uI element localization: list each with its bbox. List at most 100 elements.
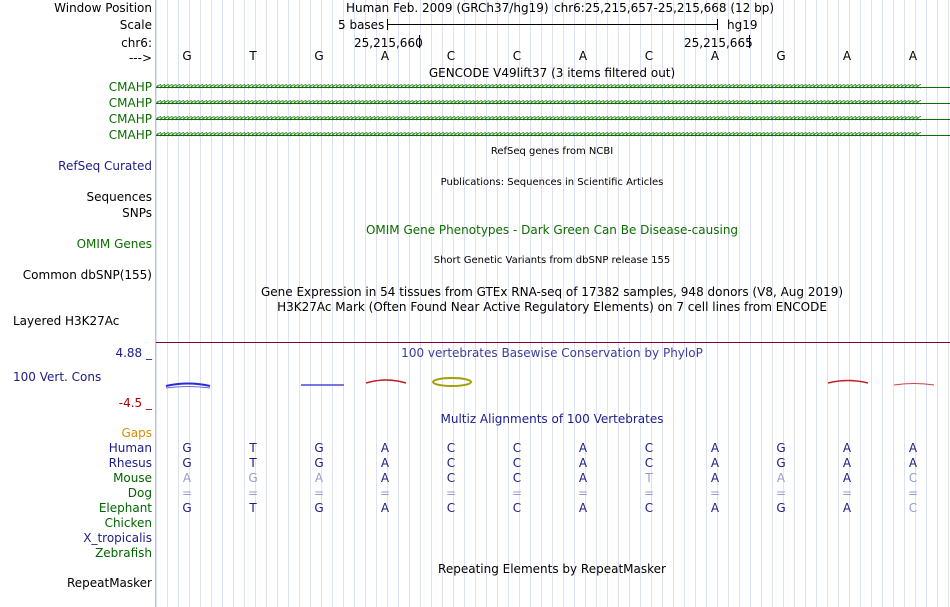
guideline bbox=[255, 0, 256, 607]
guideline bbox=[354, 0, 355, 607]
label-window-position: Window Position bbox=[54, 1, 152, 15]
guideline bbox=[519, 0, 520, 607]
label-h3k27ac[interactable]: Layered H3K27Ac bbox=[13, 314, 120, 328]
guideline bbox=[508, 0, 509, 607]
rhesus-base: A bbox=[842, 456, 852, 470]
genome-browser-track-image[interactable]: Human Feb. 2009 (GRCh37/hg19) chr6:25,21… bbox=[156, 0, 950, 607]
label-gaps: Gaps bbox=[121, 426, 152, 440]
guideline bbox=[728, 0, 729, 607]
label-chrom: chr6: bbox=[121, 36, 152, 50]
guideline bbox=[431, 0, 432, 607]
guideline bbox=[629, 0, 630, 607]
guideline bbox=[266, 0, 267, 607]
sequence-base: G bbox=[776, 49, 786, 63]
phylop-max-value: 4.88 _ bbox=[115, 346, 152, 360]
h3k27ac-title: H3K27Ac Mark (Often Found Near Active Re… bbox=[277, 300, 827, 314]
cmahp-gene-4[interactable]: <<<<<<<<<<<<<<<<<<<<<<<<<<<<<<<<<<<<<<<<… bbox=[156, 131, 950, 140]
human-base: A bbox=[710, 441, 720, 455]
cmahp-gene-3[interactable]: <<<<<<<<<<<<<<<<<<<<<<<<<<<<<<<<<<<<<<<<… bbox=[156, 115, 950, 124]
guideline bbox=[805, 0, 806, 607]
guideline bbox=[695, 0, 696, 607]
label-species-chicken: Chicken bbox=[104, 516, 152, 530]
label-100-vert-cons[interactable]: 100 Vert. Cons bbox=[13, 370, 102, 384]
label-sequences[interactable]: Sequences bbox=[86, 190, 152, 204]
guideline bbox=[794, 0, 795, 607]
guideline bbox=[211, 0, 212, 607]
omim-title: OMIM Gene Phenotypes - Dark Green Can Be… bbox=[365, 223, 739, 237]
human-base: C bbox=[446, 441, 456, 455]
guideline bbox=[376, 0, 377, 607]
label-dbsnp[interactable]: Common dbSNP(155) bbox=[22, 268, 152, 282]
dog-base: = bbox=[313, 486, 325, 500]
ruler-coord-2: 25,215,665 bbox=[684, 36, 753, 50]
ruler-position: chr6:25,215,657-25,215,668 (12 bp) bbox=[554, 1, 775, 15]
label-snps[interactable]: SNPs bbox=[122, 206, 152, 220]
label-species-elephant: Elephant bbox=[98, 501, 152, 515]
label-cmahp-3[interactable]: CMAHP bbox=[108, 112, 152, 126]
label-cmahp-4[interactable]: CMAHP bbox=[108, 128, 152, 142]
dog-base: = bbox=[247, 486, 259, 500]
rhesus-base: C bbox=[644, 456, 654, 470]
label-cmahp-1[interactable]: CMAHP bbox=[108, 80, 152, 94]
ruler-coord-tick-2 bbox=[749, 35, 750, 48]
label-strand-arrow[interactable]: ---> bbox=[128, 51, 152, 65]
label-cmahp-2[interactable]: CMAHP bbox=[108, 96, 152, 110]
rhesus-base: C bbox=[446, 456, 456, 470]
guideline bbox=[453, 0, 454, 607]
guideline bbox=[607, 0, 608, 607]
guideline bbox=[486, 0, 487, 607]
ruler-scale-tick-left bbox=[387, 19, 388, 30]
guideline bbox=[904, 0, 905, 607]
label-species-zebrafish: Zebrafish bbox=[95, 546, 152, 560]
cmahp-gene-2[interactable]: <<<<<<<<<<<<<<<<<<<<<<<<<<<<<<<<<<<<<<<<… bbox=[156, 99, 950, 108]
guideline bbox=[882, 0, 883, 607]
guideline bbox=[541, 0, 542, 607]
label-scale: Scale bbox=[119, 18, 152, 32]
mouse-base: A bbox=[842, 471, 852, 485]
ruler-coord-1: 25,215,660 bbox=[354, 36, 423, 50]
sequence-base: A bbox=[578, 49, 588, 63]
cmahp-gene-1[interactable]: <<<<<<<<<<<<<<<<<<<<<<<<<<<<<<<<<<<<<<<<… bbox=[156, 83, 950, 92]
publications-title: Publications: Sequences in Scientific Ar… bbox=[440, 177, 664, 188]
guideline bbox=[596, 0, 597, 607]
sequence-base: C bbox=[446, 49, 456, 63]
mouse-base: A bbox=[182, 471, 192, 485]
human-base: A bbox=[578, 441, 588, 455]
ruler-coord-tick-1 bbox=[419, 35, 420, 48]
phylop-signal[interactable] bbox=[156, 370, 950, 396]
guideline bbox=[717, 0, 718, 607]
dog-base: = bbox=[643, 486, 655, 500]
rhesus-base: A bbox=[710, 456, 720, 470]
guideline bbox=[827, 0, 828, 607]
mouse-base: G bbox=[248, 471, 258, 485]
guideline bbox=[222, 0, 223, 607]
elephant-base: A bbox=[380, 501, 390, 515]
guideline bbox=[893, 0, 894, 607]
gencode-title: GENCODE V49lift37 (3 items filtered out) bbox=[428, 66, 676, 80]
guideline bbox=[849, 0, 850, 607]
dog-base: = bbox=[577, 486, 589, 500]
guideline bbox=[398, 0, 399, 607]
track-labels-column: Window Position Scale chr6: ---> CMAHP C… bbox=[0, 0, 156, 607]
guideline bbox=[530, 0, 531, 607]
rhesus-base: C bbox=[512, 456, 522, 470]
guideline bbox=[915, 0, 916, 607]
label-species-human: Human bbox=[108, 441, 152, 455]
elephant-base: A bbox=[578, 501, 588, 515]
mouse-base: A bbox=[578, 471, 588, 485]
human-base: A bbox=[380, 441, 390, 455]
guideline bbox=[200, 0, 201, 607]
mouse-base: T bbox=[645, 471, 653, 485]
label-refseq[interactable]: RefSeq Curated bbox=[58, 159, 152, 173]
guideline bbox=[816, 0, 817, 607]
guideline bbox=[750, 0, 751, 607]
guideline bbox=[343, 0, 344, 607]
guideline bbox=[651, 0, 652, 607]
label-species-dog: Dog bbox=[127, 486, 152, 500]
guideline bbox=[563, 0, 564, 607]
mouse-base: C bbox=[512, 471, 522, 485]
label-repeatmasker[interactable]: RepeatMasker bbox=[66, 576, 152, 590]
label-omim[interactable]: OMIM Genes bbox=[76, 237, 152, 251]
mouse-base: C bbox=[446, 471, 456, 485]
label-species-rhesus: Rhesus bbox=[108, 456, 152, 470]
